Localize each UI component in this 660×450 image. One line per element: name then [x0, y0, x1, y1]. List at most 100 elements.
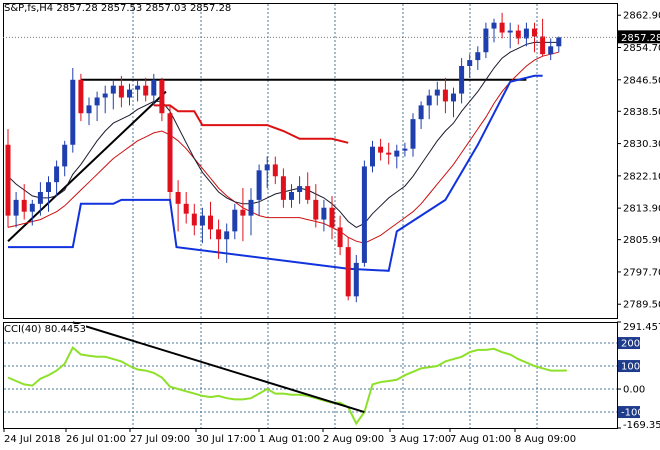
cci-panel-frame — [3, 322, 618, 429]
bull-candle — [353, 262, 359, 297]
bear-candle — [208, 215, 213, 230]
bear-candle — [499, 22, 505, 33]
time-tick-label: 8 Aug 09:00 — [515, 434, 576, 445]
bear-candle — [305, 186, 311, 200]
bear-candle — [386, 152, 392, 155]
red-trailing-stop — [153, 104, 349, 144]
cci-level-badge — [618, 337, 640, 350]
bull-candle — [54, 166, 60, 183]
price-tick-label: 2805.90 — [623, 235, 660, 246]
bull-candle — [434, 89, 440, 96]
bear-candle — [191, 213, 197, 226]
time-tick-label: 24 Jul 2018 — [4, 434, 61, 445]
bull-candle — [232, 209, 238, 232]
bull-candle — [127, 89, 132, 98]
cci-trend-line — [72, 321, 365, 414]
bull-candle — [199, 215, 205, 226]
bear-candle — [183, 203, 189, 214]
indicator-header: CCI(40) 80.4453 — [4, 324, 86, 335]
bear-candle — [240, 209, 246, 216]
bull-candle — [321, 207, 327, 220]
bull-candle — [289, 192, 294, 200]
bear-candle — [515, 30, 521, 39]
time-tick-label: 7 Aug 01:00 — [450, 434, 511, 445]
bear-candle — [337, 227, 343, 248]
bear-candle — [175, 192, 181, 204]
bull-candle — [151, 79, 157, 96]
bull-candle — [297, 186, 303, 192]
symbol-timeframe: S&P,fs,H4 — [4, 3, 54, 14]
time-tick-label: 2 Aug 09:00 — [323, 434, 384, 445]
price-tick-label: 2854.70 — [623, 43, 660, 54]
bull-candle — [70, 79, 76, 145]
price-tick-label: 2789.50 — [623, 300, 660, 311]
bull-candle — [467, 60, 473, 66]
cci-level-badge — [618, 406, 640, 419]
bear-candle — [216, 229, 222, 240]
bull-candle — [556, 37, 562, 47]
bull-candle — [13, 199, 19, 216]
bull-candle — [256, 170, 262, 200]
bull-candle — [483, 28, 489, 53]
bear-candle — [118, 85, 124, 98]
time-tick-label: 27 Jul 09:00 — [130, 434, 190, 445]
bull-candle — [402, 148, 408, 151]
bear-candle — [345, 247, 351, 297]
price-panel-frame — [3, 3, 618, 319]
time-tick-label: 30 Jul 17:00 — [196, 434, 256, 445]
time-tick-label: 26 Jul 01:00 — [66, 434, 126, 445]
bull-candle — [86, 105, 92, 114]
price-tick-label: 2822.10 — [623, 171, 660, 182]
indicator-value: 80.4453 — [44, 324, 86, 335]
bear-candle — [272, 164, 278, 177]
current-price-badge — [618, 30, 660, 44]
bear-candle — [378, 146, 384, 153]
bull-candle — [135, 85, 141, 90]
current-price-label: 2857.28 — [621, 33, 660, 44]
bull-candle — [491, 22, 497, 29]
bear-candle — [167, 113, 173, 192]
bear-candle — [143, 85, 149, 96]
bull-candle — [370, 146, 375, 167]
cci-line — [7, 346, 567, 426]
trend-line — [7, 90, 167, 242]
bull-candle — [451, 93, 456, 102]
price-tick-label: 2862.90 — [623, 11, 660, 22]
bull-candle — [394, 150, 400, 157]
bull-candle — [361, 166, 367, 263]
cci-level-badge — [618, 360, 640, 373]
cci-tick-label: -169.3548 — [623, 420, 660, 431]
cci-tick-label: 291.457 — [623, 322, 660, 333]
ohlc-values: 2857.28 2857.53 2857.03 2857.28 — [56, 3, 232, 14]
cci-tick-label: -100 — [621, 408, 644, 419]
cci-tick-label: 100 — [621, 362, 640, 373]
bull-candle — [37, 192, 43, 204]
bull-candle — [94, 97, 100, 106]
slow-moving-average — [7, 51, 559, 244]
bull-candle — [264, 164, 270, 171]
bull-candle — [102, 93, 108, 98]
time-tick-label: 1 Aug 01:00 — [259, 434, 320, 445]
bull-candle — [46, 182, 51, 192]
bull-candle — [224, 231, 230, 240]
bear-candle — [313, 199, 319, 220]
bear-candle — [5, 144, 11, 216]
bull-candle — [29, 203, 35, 212]
time-tick-label: 3 Aug 17:00 — [390, 434, 451, 445]
price-tick-label: 2846.50 — [623, 75, 660, 86]
bull-candle — [548, 46, 554, 55]
bear-candle — [159, 79, 165, 114]
bear-candle — [442, 89, 448, 102]
bull-candle — [426, 95, 432, 106]
price-tick-label: 2813.90 — [623, 204, 660, 215]
indicator-label: CCI(40) — [4, 324, 42, 335]
bear-candle — [540, 36, 546, 55]
chart-header: S&P,fs,H4 2857.28 2857.53 2857.03 2857.2… — [4, 3, 231, 14]
bear-candle — [329, 207, 335, 228]
bull-candle — [475, 52, 481, 61]
bull-candle — [248, 199, 254, 216]
price-tick-label: 2797.70 — [623, 267, 660, 278]
price-tick-label: 2830.30 — [623, 139, 660, 150]
